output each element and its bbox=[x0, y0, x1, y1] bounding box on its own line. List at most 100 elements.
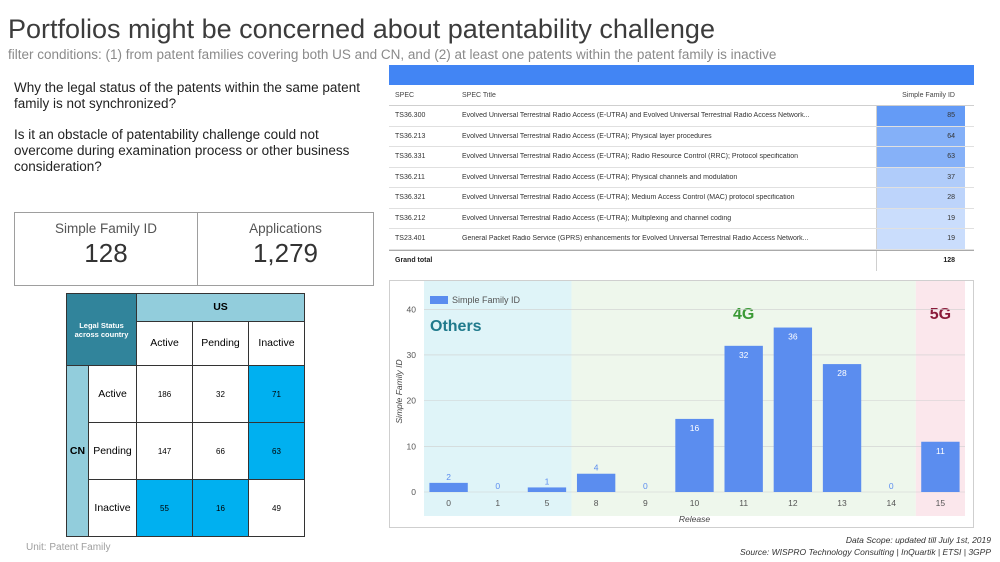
matrix-row-group: CN bbox=[66, 365, 89, 537]
matrix-row-header: Active bbox=[88, 365, 137, 423]
page-title: Portfolios might be concerned about pate… bbox=[8, 14, 715, 44]
legal-status-matrix: Legal Status across country US Active Pe… bbox=[66, 293, 305, 537]
family-count-cell: 64 bbox=[876, 126, 965, 146]
data-label: 4 bbox=[594, 463, 599, 473]
source-note: Source: WISPRO Technology Consulting | I… bbox=[739, 547, 991, 557]
matrix-cell: 66 bbox=[192, 422, 249, 480]
data-label: 0 bbox=[643, 481, 648, 491]
matrix-unit-note: Unit: Patent Family bbox=[26, 542, 111, 553]
spec-table-body: TS36.300 Evolved Universal Terrestrial Ra… bbox=[389, 106, 974, 250]
data-label: 28 bbox=[837, 368, 847, 378]
bar bbox=[576, 473, 616, 492]
data-label: 0 bbox=[495, 481, 500, 491]
family-count-cell: 37 bbox=[876, 167, 965, 187]
spec-title: Evolved Universal Terrestrial Radio Acce… bbox=[462, 173, 738, 181]
data-label: 32 bbox=[739, 350, 749, 360]
family-count-cell: 19 bbox=[876, 208, 965, 228]
data-label: 11 bbox=[936, 446, 945, 456]
family-count-col-header[interactable]: Simple Family ID bbox=[902, 91, 955, 99]
total-label: Grand total bbox=[395, 257, 433, 264]
x-tick-label: 9 bbox=[643, 498, 648, 508]
x-tick-label: 10 bbox=[690, 498, 700, 508]
y-tick-label: 30 bbox=[407, 350, 417, 360]
matrix-col-header: Inactive bbox=[248, 320, 305, 367]
data-label: 16 bbox=[690, 423, 700, 433]
x-tick-label: 8 bbox=[594, 498, 599, 508]
region-background bbox=[424, 281, 572, 516]
spec-title: Evolved Universal Terrestrial Radio Acce… bbox=[462, 112, 810, 120]
bar bbox=[822, 364, 862, 492]
data-label: 1 bbox=[545, 476, 550, 486]
matrix-cell: 16 bbox=[192, 479, 249, 537]
spec-table-row[interactable]: TS23.401 General Packet Radio Service (GP… bbox=[389, 229, 974, 250]
spec-id: TS36.331 bbox=[395, 153, 426, 161]
family-count-cell: 85 bbox=[876, 106, 965, 126]
bar bbox=[527, 487, 567, 492]
family-count-cell: 28 bbox=[876, 188, 965, 208]
matrix-cell: 71 bbox=[248, 365, 305, 423]
spec-table-row[interactable]: TS36.213 Evolved Universal Terrestrial Ra… bbox=[389, 126, 974, 147]
spec-id: TS36.213 bbox=[395, 132, 426, 140]
page-subtitle: filter conditions: (1) from patent famil… bbox=[8, 47, 777, 62]
bar bbox=[921, 441, 960, 492]
x-axis-title: Release bbox=[679, 514, 710, 524]
x-tick-label: 11 bbox=[739, 498, 748, 508]
x-tick-label: 12 bbox=[788, 498, 798, 508]
spec-title: Evolved Universal Terrestrial Radio Acce… bbox=[462, 153, 798, 161]
y-tick-label: 10 bbox=[407, 441, 417, 451]
region-label: 4G bbox=[733, 306, 754, 323]
x-tick-label: 15 bbox=[936, 498, 946, 508]
y-tick-label: 40 bbox=[407, 304, 417, 314]
spec-title-col-header[interactable]: SPEC Title bbox=[462, 91, 496, 99]
matrix-row-header: Pending bbox=[88, 422, 137, 480]
bar bbox=[773, 327, 813, 492]
matrix-corner-label: Legal Status across country bbox=[66, 293, 137, 366]
spec-id: TS36.321 bbox=[395, 194, 426, 202]
bar bbox=[675, 418, 714, 492]
spec-table: SPEC SPEC Title Simple Family ID TS36.30… bbox=[389, 65, 974, 271]
total-value: 128 bbox=[876, 250, 965, 271]
kpi-applications: Applications 1,279 bbox=[198, 212, 374, 286]
spec-id: TS23.401 bbox=[395, 235, 426, 243]
spec-col-header[interactable]: SPEC bbox=[395, 91, 415, 99]
spec-title: Evolved Universal Terrestrial Radio Acce… bbox=[462, 132, 712, 140]
spec-table-row[interactable]: TS36.321 Evolved Universal Terrestrial Ra… bbox=[389, 188, 974, 209]
spec-title: Evolved Universal Terrestrial Radio Acce… bbox=[462, 214, 732, 222]
bar bbox=[724, 345, 763, 492]
spec-table-header-bar bbox=[389, 65, 974, 85]
data-label: 2 bbox=[446, 472, 451, 482]
release-bar-chart: Others 4G 5G 0 10 20 30 40 2 0 0 1 1 5 4 8 0 9 16 10 32 11 36 1… bbox=[389, 280, 974, 528]
spec-id: TS36.300 bbox=[395, 112, 426, 120]
x-tick-label: 0 bbox=[446, 498, 451, 508]
legend-swatch bbox=[430, 296, 448, 304]
matrix-row-header: Inactive bbox=[88, 479, 137, 537]
matrix-col-group: US bbox=[136, 293, 305, 322]
spec-title: General Packet Radio Service (GPRS) enha… bbox=[462, 235, 809, 243]
spec-table-row[interactable]: TS36.300 Evolved Universal Terrestrial Ra… bbox=[389, 106, 974, 127]
kpi-label: Applications bbox=[249, 221, 322, 236]
matrix-col-header: Active bbox=[136, 320, 193, 367]
kpi-simple-family: Simple Family ID 128 bbox=[14, 212, 198, 286]
family-count-cell: 19 bbox=[876, 229, 965, 249]
question-obstacle: Is it an obstacle of patentability chall… bbox=[14, 127, 350, 174]
spec-id: TS36.212 bbox=[395, 214, 426, 222]
data-label: 0 bbox=[889, 481, 894, 491]
y-axis-title: Simple Family ID bbox=[394, 359, 404, 423]
spec-title: Evolved Universal Terrestrial Radio Acce… bbox=[462, 194, 795, 202]
spec-table-row[interactable]: TS36.211 Evolved Universal Terrestrial Ra… bbox=[389, 167, 974, 188]
spec-table-row[interactable]: TS36.212 Evolved Universal Terrestrial Ra… bbox=[389, 208, 974, 229]
spec-table-row[interactable]: TS36.331 Evolved Universal Terrestrial Ra… bbox=[389, 147, 974, 168]
spec-table-total-row: Grand total 128 bbox=[389, 249, 974, 271]
spec-table-header-row: SPEC SPEC Title Simple Family ID bbox=[389, 85, 974, 106]
data-scope-note: Data Scope: updated till July 1st, 2019 bbox=[845, 535, 991, 545]
region-label: 5G bbox=[930, 306, 951, 323]
x-tick-label: 14 bbox=[886, 498, 896, 508]
matrix-cell: 32 bbox=[192, 365, 249, 423]
legend-label: Simple Family ID bbox=[452, 295, 521, 305]
matrix-cell: 55 bbox=[136, 479, 193, 537]
matrix-cell: 49 bbox=[248, 479, 305, 537]
y-tick-label: 0 bbox=[411, 487, 416, 497]
matrix-cell: 63 bbox=[248, 422, 305, 480]
family-count-cell: 63 bbox=[876, 147, 965, 167]
